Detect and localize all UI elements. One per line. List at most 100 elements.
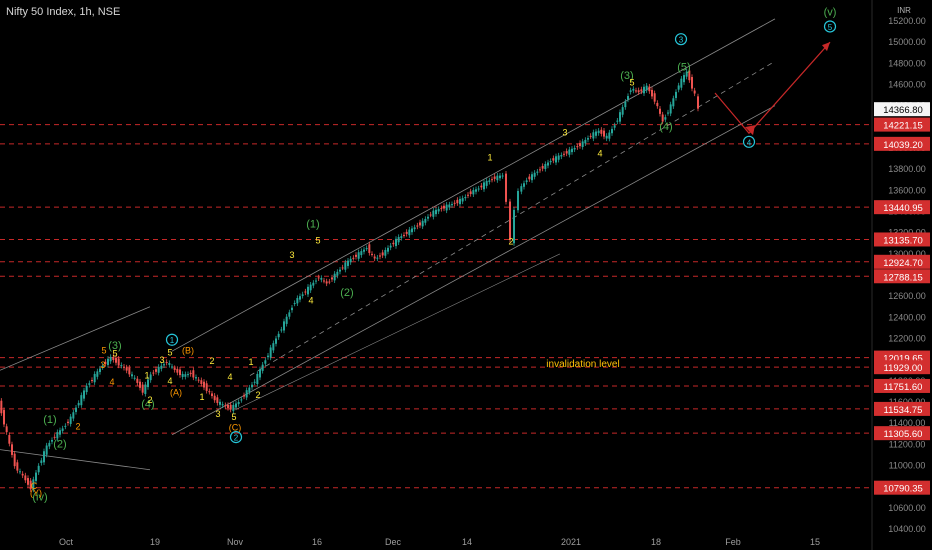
candle <box>533 172 536 177</box>
candle <box>301 294 304 296</box>
candle <box>229 404 232 410</box>
wave-label-green: (1) <box>43 414 56 426</box>
candle <box>677 85 680 90</box>
candle <box>349 258 352 263</box>
candle <box>675 91 677 98</box>
candle <box>397 237 400 243</box>
candle <box>181 373 184 377</box>
candle <box>323 280 325 282</box>
candle <box>421 220 424 227</box>
candle <box>280 329 283 331</box>
candle <box>691 77 693 89</box>
channel-line-lower <box>171 105 776 436</box>
candle <box>627 96 629 100</box>
candle <box>480 185 483 188</box>
wave-label-green: (5) <box>677 62 690 74</box>
candle <box>248 387 251 393</box>
candle <box>109 356 112 362</box>
wave-label-orange: C <box>31 481 38 491</box>
candle <box>136 378 139 383</box>
y-tick-label: 11200.00 <box>889 439 926 449</box>
candle <box>568 149 571 155</box>
candle <box>355 254 357 257</box>
wave-label-green: (1) <box>306 218 319 230</box>
level-tag-label: 13440.95 <box>883 203 923 214</box>
candle <box>93 373 96 383</box>
candle <box>325 281 328 284</box>
y-tick-label: 12200.00 <box>888 334 926 344</box>
x-tick-label: 16 <box>312 537 322 547</box>
level-tag <box>874 254 930 269</box>
candle <box>283 321 285 331</box>
wave-label-orange: 3 <box>100 360 105 370</box>
level-tag-label: 11929.00 <box>884 363 923 374</box>
candle <box>245 390 248 398</box>
candle <box>448 204 451 208</box>
wave-label-yellow: 2 <box>209 356 214 366</box>
candle <box>373 256 376 259</box>
candle <box>400 236 403 238</box>
candle <box>697 96 699 109</box>
level-tag <box>874 401 930 416</box>
candle <box>379 255 381 257</box>
candle <box>693 90 696 94</box>
candle <box>3 410 5 425</box>
candle <box>125 367 128 371</box>
candle <box>288 312 291 317</box>
candle <box>133 377 136 379</box>
channel-line-upper <box>171 18 776 352</box>
candle <box>123 366 125 368</box>
candle <box>243 395 245 397</box>
candle <box>653 93 656 102</box>
level-tag <box>874 269 930 284</box>
candle <box>267 355 269 358</box>
candle <box>408 229 411 236</box>
candle <box>453 202 456 204</box>
candle <box>416 225 419 227</box>
level-tag <box>874 136 930 151</box>
candle <box>536 171 539 173</box>
candle <box>163 364 165 366</box>
wave-label-orange: (Y) <box>30 488 42 498</box>
level-tag-label: 12924.70 <box>883 258 923 269</box>
x-tick-label: 14 <box>462 537 472 547</box>
candle <box>451 204 453 206</box>
candle <box>120 365 123 367</box>
channel-line-mid <box>249 60 776 376</box>
candle <box>216 397 219 403</box>
candle <box>184 374 187 377</box>
level-tag-label: 12019.65 <box>883 354 923 365</box>
candle <box>587 138 589 140</box>
candle <box>469 191 472 195</box>
level-tag-label: 12788.15 <box>883 272 923 283</box>
wave-label-orange: (A) <box>170 388 182 398</box>
wave-label-yellow: 3 <box>215 409 220 419</box>
candle <box>501 175 504 177</box>
wave-label-yellow: 2 <box>147 395 152 405</box>
candle <box>80 395 83 406</box>
wave-circle-marker <box>823 20 837 33</box>
level-tag <box>874 480 930 495</box>
candle <box>440 208 443 210</box>
candle <box>144 384 147 394</box>
wave-label-green: (v) <box>824 7 837 19</box>
candle <box>221 404 224 406</box>
candle <box>549 161 552 163</box>
wave-label-yellow: 3 <box>289 250 294 260</box>
wave-label-green: (4) <box>141 398 154 410</box>
candle <box>629 90 632 92</box>
candle <box>275 338 277 344</box>
candle <box>299 296 301 300</box>
channel-line-upper-left <box>0 306 151 371</box>
candle <box>552 158 555 161</box>
candle <box>251 384 253 388</box>
candle <box>101 365 104 368</box>
wave-circle-label: 1 <box>170 336 175 345</box>
candle <box>56 432 59 439</box>
candle <box>493 176 496 179</box>
candle <box>669 104 672 114</box>
candle <box>8 435 11 444</box>
candle <box>464 197 467 199</box>
